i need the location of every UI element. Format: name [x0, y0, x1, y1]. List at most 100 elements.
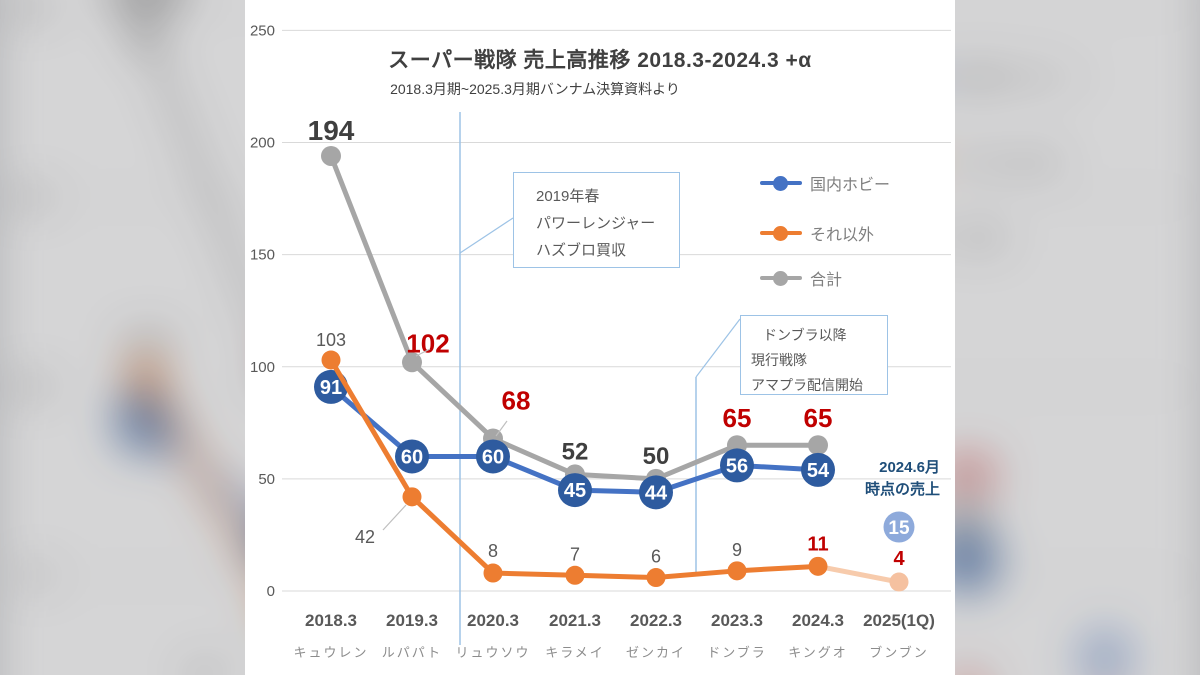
y-tick-label: 100	[250, 359, 275, 376]
x-tick-label: 2025(1Q)	[863, 611, 935, 630]
annotation-box-amapura: ドンブラ以降 現行戦隊 アマプラ配信開始	[740, 315, 888, 395]
value-label: 102	[406, 328, 449, 358]
y-tick-label: 150	[8, 184, 50, 212]
data-point-other	[727, 561, 747, 581]
data-point-domestic-hobby	[476, 439, 510, 474]
value-label: 194	[106, 0, 186, 15]
x-tick-label: 2022.3	[630, 611, 682, 630]
data-point-other	[321, 350, 341, 370]
data-point-domestic-hobby	[639, 475, 673, 510]
annotation-text: パワーレンジャー	[536, 215, 656, 232]
data-point-total	[128, 13, 163, 48]
annotation-text: ドンブラ以降	[763, 327, 847, 343]
extra-point-label: 15	[1087, 640, 1123, 675]
value-label: 42	[355, 527, 375, 547]
legend-label: 合計	[954, 226, 1009, 256]
x-tick-label: 2019.3	[386, 611, 438, 630]
legend-marker-icon	[760, 270, 802, 286]
value-label: 8	[488, 541, 498, 561]
annotation-text: 2019年春	[536, 188, 600, 205]
x-sublabel: ルパパト	[382, 645, 442, 660]
legend-label: 国内ホビー	[810, 177, 891, 194]
annotation-text: ハズブロ買収	[536, 242, 627, 259]
value-label: 103	[120, 325, 171, 359]
x-tick-label: 2021.3	[549, 611, 601, 630]
data-point-total	[951, 502, 986, 537]
data-point-domestic-hobby	[801, 452, 835, 487]
data-point-total	[808, 435, 828, 456]
label-callout	[415, 348, 431, 357]
marker-value-label: 56	[726, 455, 748, 477]
extra-point-2024-june	[1079, 631, 1132, 675]
x-sublabel: キュウレン	[293, 645, 368, 660]
y-tick-label: 150	[250, 247, 275, 264]
value-label: 68	[502, 386, 531, 416]
marker-value-label: 54	[807, 460, 830, 482]
y-tick-label: 250	[250, 22, 275, 39]
chart-title: スーパー戦隊 売上高推移 2018.3-2024.3 +α	[388, 49, 812, 72]
value-label: 65	[804, 403, 833, 433]
data-point-domestic-hobby	[558, 473, 592, 508]
data-point-other	[129, 359, 162, 392]
extra-point-2024-june	[883, 511, 915, 543]
legend-label: それ以外	[954, 150, 1064, 180]
legend-label: 合計	[810, 272, 843, 289]
value-label: 9	[732, 540, 742, 560]
annotation-callout-2019	[459, 217, 514, 254]
value-label: 52	[562, 438, 589, 465]
value-label: 194	[308, 115, 355, 146]
value-label: 11	[807, 533, 828, 555]
y-tick-label: 200	[250, 135, 275, 152]
x-sublabel: リュウソウ	[455, 645, 530, 660]
legend-label: それ以外	[810, 227, 875, 244]
note-line: 時点の売上	[864, 481, 940, 498]
value-label: 4	[893, 548, 905, 570]
value-label: 103	[316, 330, 346, 350]
note-2024-june-sales: 2024.6月 時点の売上	[830, 457, 940, 501]
x-sublabel: キラメイ	[545, 645, 605, 660]
data-point-other	[646, 568, 666, 588]
label-callout	[495, 420, 508, 437]
extra-point-label: 15	[888, 518, 910, 539]
y-tick-label: 50	[258, 471, 275, 488]
data-point-other	[565, 565, 585, 585]
value-label: 11	[951, 667, 987, 675]
annotation-text: 現行戦隊	[751, 352, 807, 368]
x-tick-label: 2018.3	[305, 611, 357, 630]
marker-value-label: 60	[482, 446, 504, 468]
value-label: 50	[643, 443, 670, 470]
data-point-domestic-hobby	[395, 439, 429, 474]
legend-label: 国内ホビー	[954, 66, 1091, 95]
data-point-other	[808, 556, 828, 576]
annotation-text: アマプラ配信開始	[751, 377, 863, 393]
y-tick-label: 200	[8, 0, 50, 22]
marker-value-label: 45	[564, 480, 586, 502]
value-label: 6	[651, 547, 661, 567]
annotation-box-hasbro: 2019年春 パワーレンジャー ハズブロ買収	[513, 172, 680, 268]
x-sublabel: キングオ	[788, 645, 848, 660]
y-tick-label: 0	[267, 583, 275, 600]
data-point-domestic-hobby	[720, 448, 754, 483]
series-line-other-faded	[817, 563, 900, 585]
legend-marker-icon	[760, 175, 802, 191]
x-tick-label: 2020.3	[467, 611, 519, 630]
chart-subtitle: 2018.3月期~2025.3月期バンナム決算資料より	[390, 81, 680, 97]
marker-value-label: 44	[645, 482, 668, 504]
legend-marker-icon	[760, 225, 802, 241]
legend-item-total: 合計	[760, 265, 842, 291]
legend-item-other: それ以外	[760, 220, 874, 246]
y-tick-label: 100	[8, 373, 50, 401]
marker-value-label: 60	[401, 446, 423, 468]
y-tick-label: 50	[22, 563, 50, 591]
value-label: 7	[570, 544, 580, 564]
label-callout	[382, 504, 407, 531]
x-tick-label: 2024.3	[792, 611, 844, 630]
data-point-other-faded	[889, 572, 909, 592]
marker-value-label: 91	[320, 377, 342, 399]
x-sublabel: ブンブン	[869, 645, 929, 660]
data-point-total	[321, 145, 341, 166]
data-point-other	[483, 563, 503, 583]
